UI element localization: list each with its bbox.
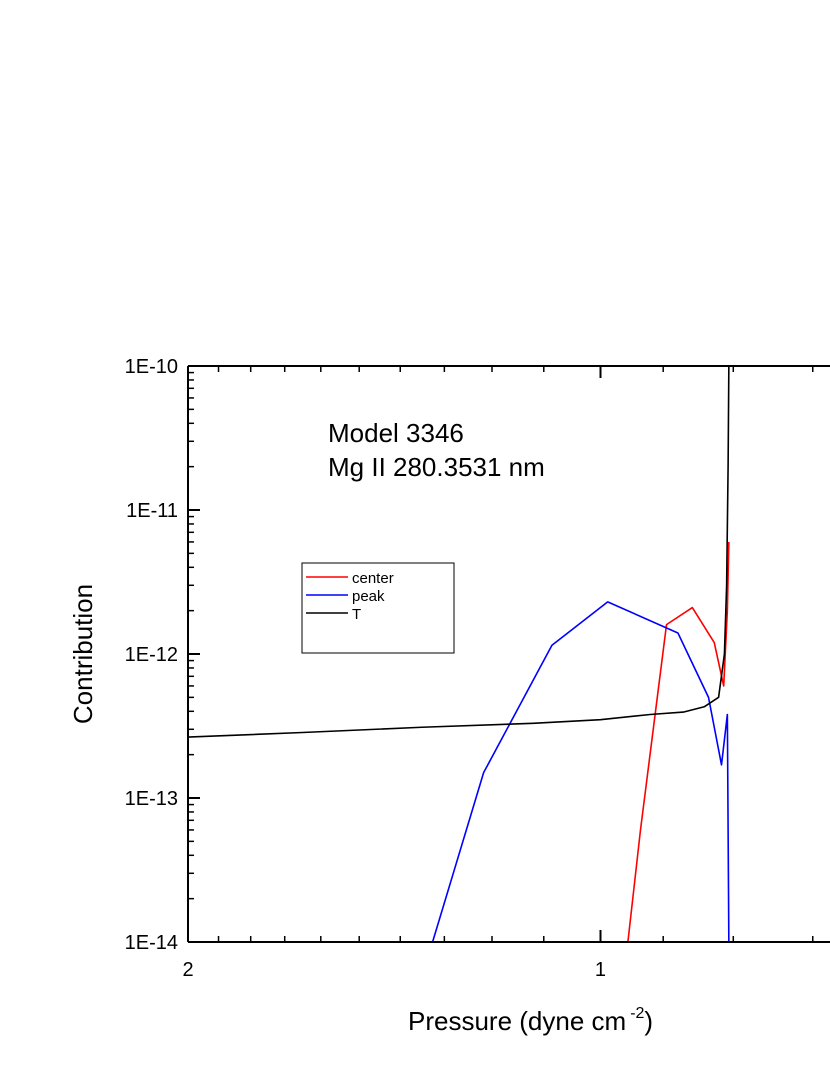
x-tick-label: 2 bbox=[182, 959, 193, 981]
series-layer bbox=[188, 366, 730, 942]
y-tick-label: 1E-12 bbox=[125, 644, 178, 666]
x-tick-label: 1 bbox=[595, 959, 606, 981]
y-tick-label: 1E-13 bbox=[125, 788, 178, 810]
x-axis-label-close: ) bbox=[644, 1006, 653, 1036]
annotation-line: Mg II 280.3531 nm bbox=[328, 452, 545, 482]
x-axis-label-exp: -2 bbox=[630, 1005, 644, 1022]
legend-label-T: T bbox=[352, 606, 361, 623]
y-tick-label: 1E-14 bbox=[125, 932, 178, 954]
x-axis-label-main: Pressure (dyne cm bbox=[408, 1006, 626, 1036]
legend-box bbox=[301, 562, 455, 654]
tick-labels: 1E-10 1E-11 1E-12 1E-13 1E-142 1 bbox=[125, 356, 606, 981]
y-tick-label: 1E-10 bbox=[125, 356, 178, 378]
legend-label-center: center bbox=[352, 570, 394, 587]
series-line-T bbox=[188, 366, 730, 738]
y-axis-label: Contribution bbox=[68, 584, 98, 724]
legend-label-peak: peak bbox=[352, 588, 385, 605]
annotation-model: Model 3346 bbox=[328, 418, 464, 448]
series-line-peak bbox=[431, 601, 730, 942]
series-line-center bbox=[627, 541, 730, 942]
y-tick-label: 1E-11 bbox=[126, 500, 178, 522]
x-axis-label: Pressure (dyne cm -2) bbox=[408, 1005, 653, 1036]
